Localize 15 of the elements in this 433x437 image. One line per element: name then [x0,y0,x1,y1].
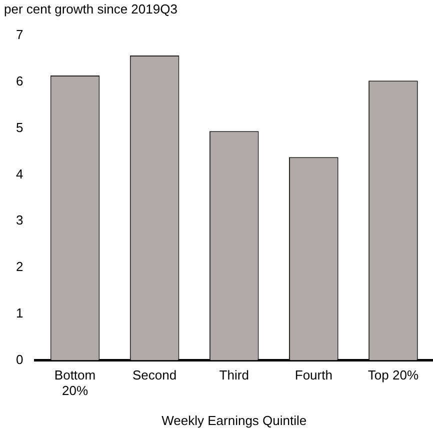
x-axis-title: Weekly Earnings Quintile [162,412,307,428]
y-axis-title: per cent growth since 2019Q3 [4,1,178,16]
y-tick-label: 7 [16,27,24,42]
y-tick-label: 4 [16,166,24,182]
y-tick-label: 1 [16,305,24,320]
y-tick-label: 6 [16,74,24,89]
x-tick-label: Bottom 20% [54,368,96,398]
x-tick-label: Fourth [294,368,332,383]
x-tick-label: Top 20% [368,368,419,383]
y-tick-label: 5 [16,120,24,135]
x-tick-label: Third [219,368,249,383]
y-tick-label: 0 [16,352,24,367]
x-tick-label: Second [132,368,177,383]
y-tick-label: 3 [16,212,24,228]
y-tick-label: 2 [16,259,24,274]
